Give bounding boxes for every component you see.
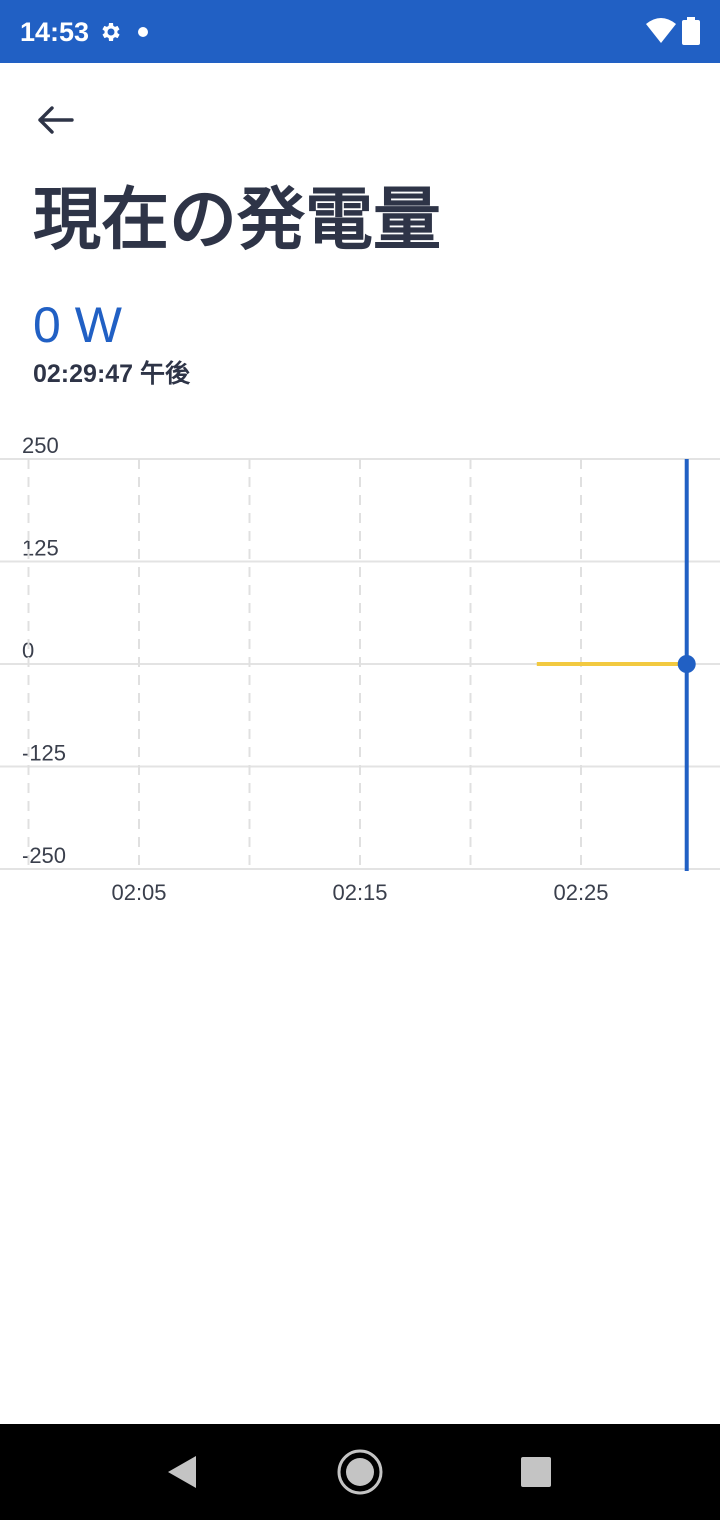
- recents-square-icon[interactable]: [520, 1456, 552, 1488]
- page-title: 現在の発電量: [33, 182, 442, 258]
- back-button[interactable]: [28, 94, 84, 146]
- current-power-value: 0 W: [33, 297, 122, 353]
- y-tick-label: 250: [22, 433, 59, 458]
- status-time: 14:53: [20, 17, 90, 47]
- y-tick-label: 0: [22, 638, 34, 663]
- status-bar: 14:53: [0, 0, 720, 63]
- x-tick-label: 02:05: [111, 880, 166, 905]
- arrow-left-icon: [38, 106, 74, 134]
- gear-icon: [102, 23, 120, 41]
- battery-icon: [682, 17, 700, 45]
- notification-dot-icon: [138, 27, 148, 37]
- home-circle-icon[interactable]: [336, 1448, 384, 1496]
- x-tick-label: 02:15: [332, 880, 387, 905]
- reading-timestamp: 02:29:47 午後: [33, 360, 191, 388]
- navigation-bar: [0, 1424, 720, 1520]
- cursor-point: [677, 655, 696, 673]
- back-triangle-icon[interactable]: [164, 1454, 200, 1490]
- wifi-icon: [646, 18, 676, 43]
- x-tick-label: 02:25: [553, 880, 608, 905]
